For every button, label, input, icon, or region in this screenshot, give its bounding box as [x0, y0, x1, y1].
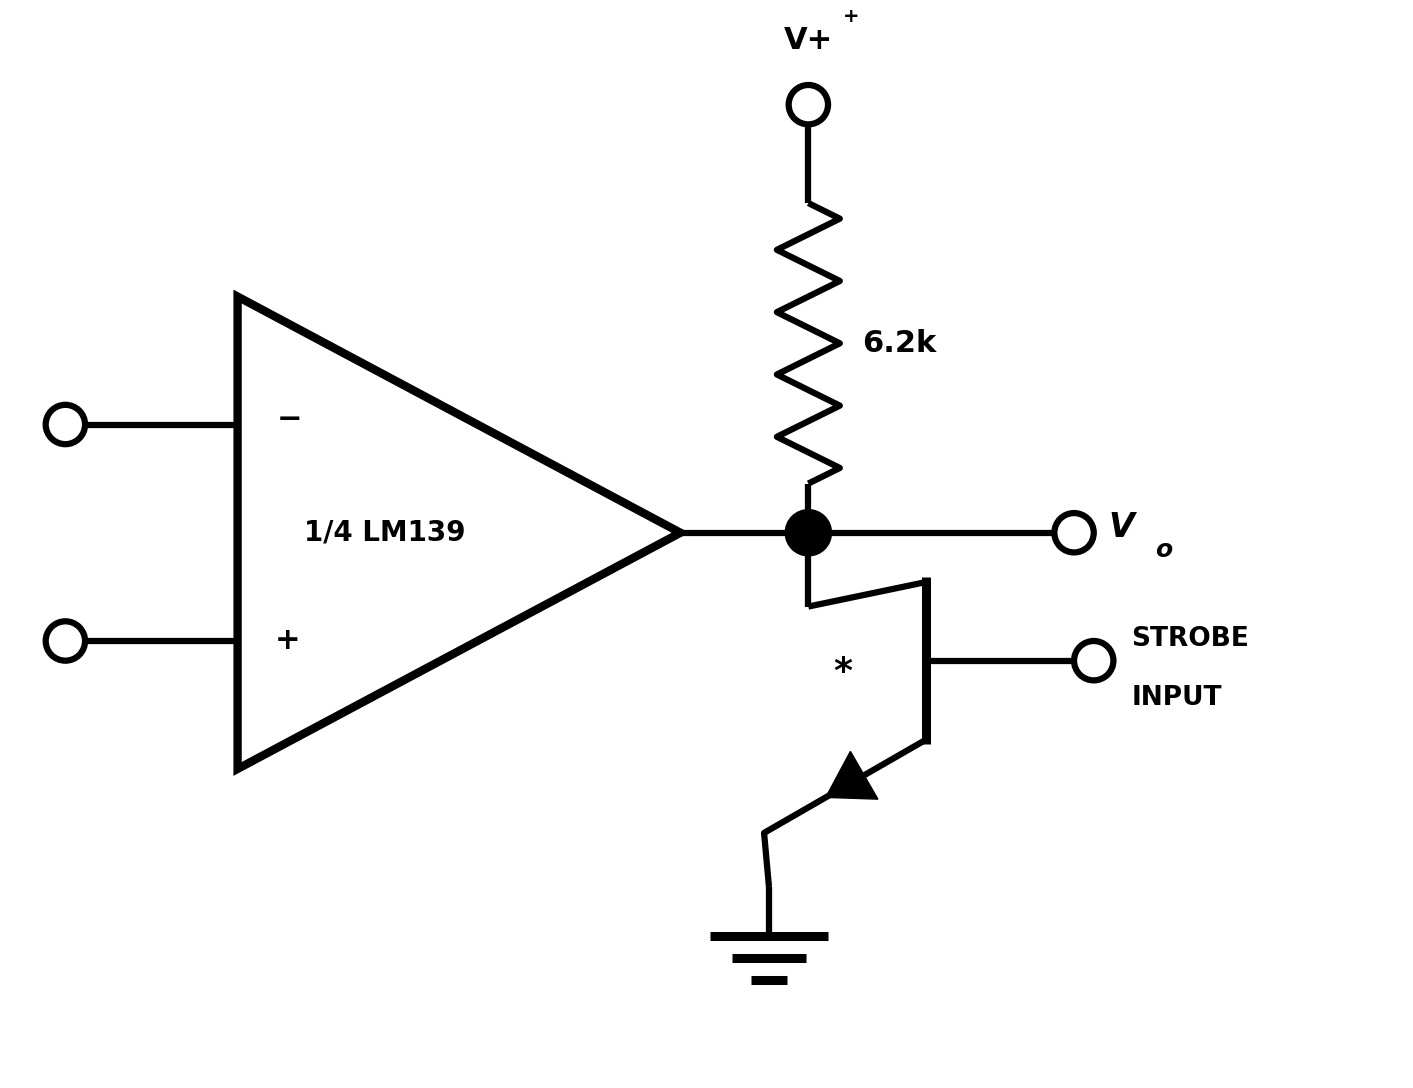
Text: +: +	[842, 7, 859, 26]
Text: V+: V+	[784, 26, 834, 55]
Text: *: *	[834, 655, 852, 690]
Polygon shape	[825, 752, 877, 800]
Circle shape	[45, 621, 85, 660]
Text: 1/4 LM139: 1/4 LM139	[304, 519, 466, 547]
Text: o: o	[1154, 539, 1171, 562]
Circle shape	[1054, 514, 1094, 553]
Text: +: +	[276, 627, 301, 655]
Text: STROBE: STROBE	[1132, 626, 1249, 652]
Text: INPUT: INPUT	[1132, 685, 1222, 712]
Circle shape	[788, 85, 828, 124]
Text: −: −	[277, 405, 302, 434]
Text: 6.2k: 6.2k	[862, 329, 937, 358]
Circle shape	[1074, 641, 1113, 680]
Circle shape	[45, 405, 85, 444]
Text: V: V	[1108, 511, 1135, 544]
Circle shape	[787, 512, 829, 554]
